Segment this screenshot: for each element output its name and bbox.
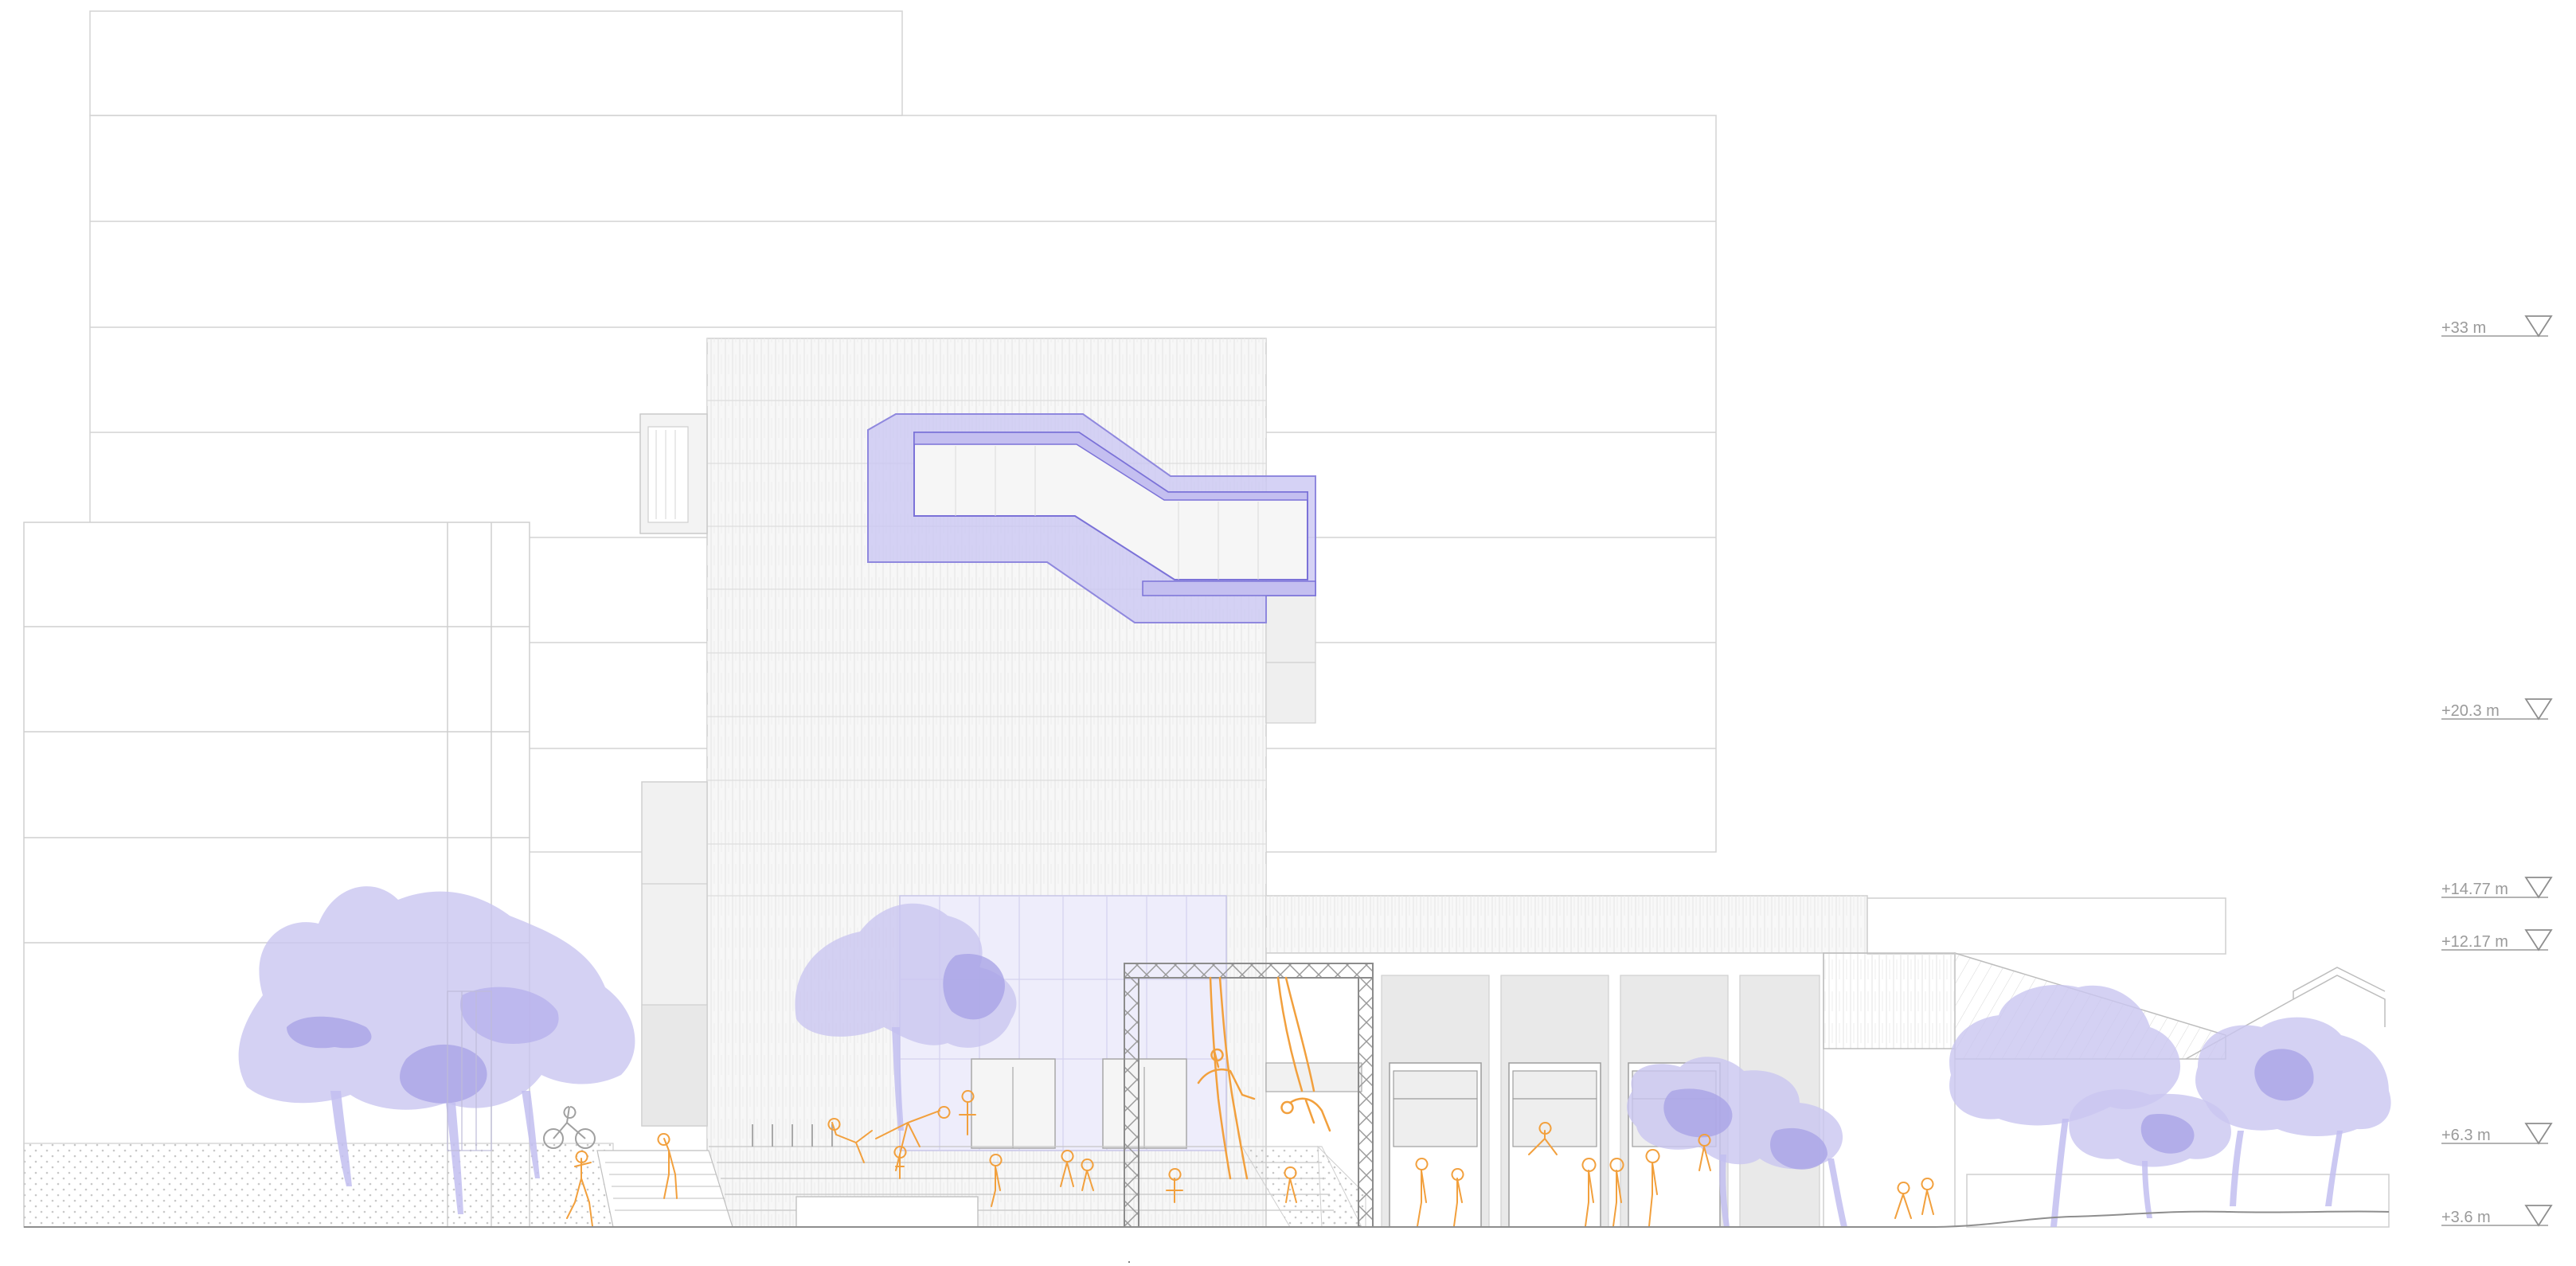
trees [238,886,2391,1170]
cyclist-figure [543,1106,596,1149]
tree-left-dark [287,1016,372,1049]
level-marker-14-77: +14.77 m [2441,877,2553,899]
violet-bridge-volume [867,413,1316,623]
right-low-building [1265,895,2390,1228]
truss-frame [1124,963,1374,1228]
left-building-glazing [447,991,492,1151]
level-label-14-77: +14.77 m [2441,881,2508,898]
level-marker-20-3: +20.3 m [2441,698,2553,721]
level-marker-3-6: +3.6 m [2441,1205,2553,1227]
people-figures [566,1090,1934,1227]
tree-left-canopy [238,886,635,1110]
level-label-12-17: +12.17 m [2441,933,2508,951]
ground-line [24,1210,2390,1228]
left-building [23,522,530,1228]
level-marker-6-3: +6.3 m [2441,1123,2553,1145]
tree-trunks [330,1027,2343,1227]
level-marker-12-17: +12.17 m [2441,929,2553,951]
section-mark: · [1127,1253,1132,1266]
level-marker-33: +33 m [2441,315,2553,338]
level-label-6-3: +6.3 m [2441,1127,2491,1144]
level-label-3-6: +3.6 m [2441,1209,2491,1226]
level-label-20-3: +20.3 m [2441,702,2500,720]
elevation-markers: +33 m +20.3 m +14.77 m +12.17 m +6.3 m +… [2441,315,2553,1227]
plaza-steps [23,1124,1366,1228]
level-label-33: +33 m [2441,319,2486,337]
aerial-performers [1197,976,1331,1180]
